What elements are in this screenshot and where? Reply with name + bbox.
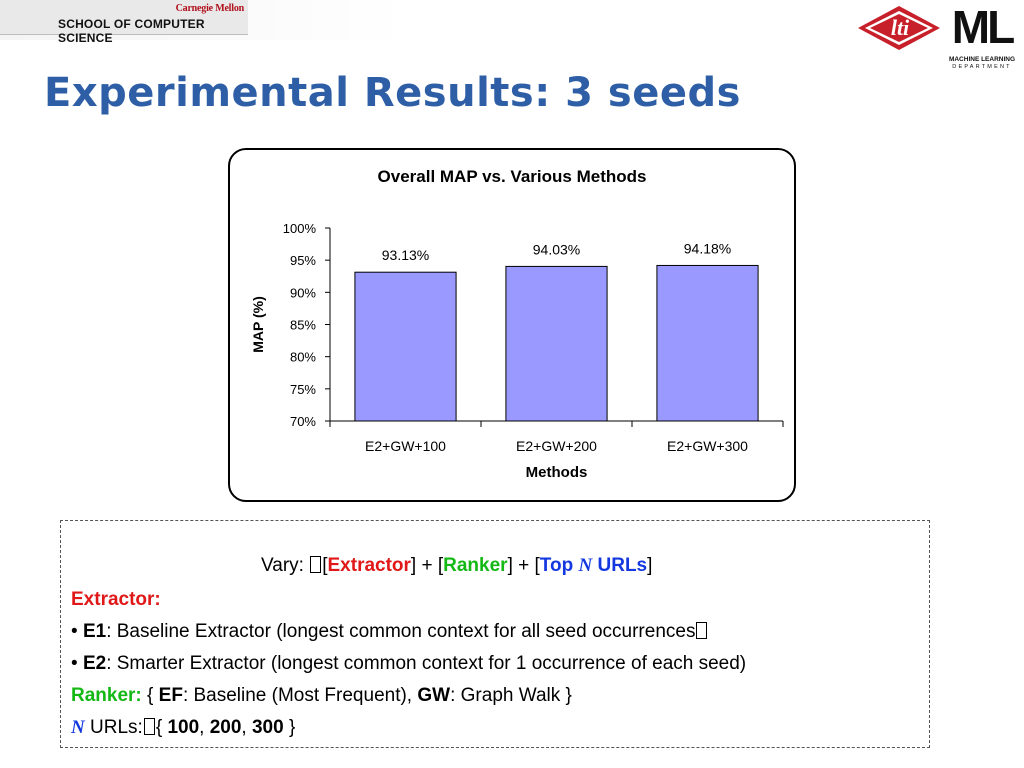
y-tick-label: 90%: [290, 285, 316, 300]
vary-mid2: ] + [: [507, 555, 540, 576]
bar-value-label: 94.03%: [533, 241, 580, 257]
y-axis-label: MAP (%): [250, 296, 266, 353]
e1-text: : Baseline Extractor (longest common con…: [106, 621, 696, 642]
urls-sep2: ,: [241, 717, 252, 738]
gw-text: : Graph Walk }: [450, 685, 572, 706]
e2-label: E2: [82, 653, 107, 674]
y-tick-label: 75%: [290, 382, 316, 397]
bar: [656, 264, 759, 422]
y-tick-label: 100%: [283, 221, 317, 236]
url-300: 300: [251, 717, 284, 738]
bar: [505, 265, 608, 422]
gw-label: GW: [417, 685, 451, 706]
chart-frame: Overall MAP vs. Various Methods 70% 75% 80%…: [228, 148, 796, 502]
cmu-name: Carnegie Mellon: [175, 3, 245, 14]
bar-value-label: 93.13%: [382, 247, 429, 263]
y-tick-label: 80%: [290, 350, 316, 365]
ml-logo-department: DEPARTMENT: [952, 64, 1012, 70]
e2-bullet: •: [71, 653, 83, 674]
y-tick-label: 95%: [290, 253, 316, 268]
ranker-line: Ranker: { EF: Baseline (Most Frequent), …: [71, 685, 572, 707]
vary-n: N: [578, 555, 593, 576]
e2-line: • E2: Smarter Extractor (longest common …: [71, 653, 746, 675]
school-name: SCHOOL OF COMPUTER SCIENCE: [58, 17, 205, 45]
urls-line: N URLs: { 100, 200, 300 }: [71, 717, 295, 739]
bar-value-label: 94.18%: [684, 240, 731, 256]
vary-top: Top: [539, 555, 574, 576]
urls-n: N: [71, 717, 85, 738]
bar-chart: Overall MAP vs. Various Methods 70% 75% 80%…: [250, 167, 784, 481]
missing-glyph-icon: [310, 556, 322, 573]
ranker-heading: Ranker:: [71, 685, 142, 706]
lti-logo-text: lti: [891, 15, 910, 40]
vary-bracket-open: [: [322, 555, 328, 576]
x-tick-label: E2+GW+100: [365, 438, 446, 454]
missing-glyph-icon: [696, 622, 708, 639]
e1-label: E1: [82, 621, 107, 642]
ranker-open: {: [141, 685, 159, 706]
vary-line: Vary: [Extractor] + [Ranker] + [Top N UR…: [261, 555, 652, 577]
urls-sep1: ,: [199, 717, 210, 738]
ef-label: EF: [158, 685, 183, 706]
cmu-header: Carnegie Mellon SCHOOL OF COMPUTER SCIEN…: [0, 0, 248, 45]
vary-urls: URLs: [597, 555, 648, 576]
vary-mid1: ] + [: [410, 555, 444, 576]
url-100: 100: [167, 717, 200, 738]
bar: [354, 271, 457, 422]
vary-extractor: Extractor: [327, 555, 411, 576]
x-tick-label: E2+GW+300: [667, 438, 748, 454]
ml-logo-text: ML: [951, 1, 1015, 53]
urls-text: URLs:: [84, 717, 143, 738]
ef-text: : Baseline (Most Frequent),: [182, 685, 418, 706]
x-tick-label: E2+GW+200: [516, 438, 597, 454]
info-box: Vary: [Extractor] + [Ranker] + [Top N UR…: [60, 520, 930, 748]
e2-text: : Smarter Extractor (longest common cont…: [106, 653, 747, 674]
chart-title: Overall MAP vs. Various Methods: [378, 167, 647, 186]
ml-logo: ML MACHINE LEARNING DEPARTMENT: [946, 2, 1018, 72]
url-200: 200: [209, 717, 242, 738]
missing-glyph-icon: [143, 718, 155, 735]
urls-close: }: [283, 717, 296, 738]
urls-open: {: [155, 717, 168, 738]
e1-bullet: •: [71, 621, 83, 642]
y-tick-label: 70%: [290, 414, 316, 429]
ml-logo-subtitle: MACHINE LEARNING: [948, 56, 1016, 63]
e1-line: • E1: Baseline Extractor (longest common…: [71, 621, 708, 643]
lti-logo: lti: [858, 6, 940, 50]
vary-prefix: Vary:: [261, 555, 310, 576]
x-axis-label: Methods: [526, 464, 588, 481]
slide-title: Experimental Results: 3 seeds: [44, 70, 741, 116]
vary-close: ]: [647, 555, 653, 576]
vary-ranker: Ranker: [443, 555, 508, 576]
extractor-heading: Extractor:: [71, 589, 161, 610]
y-tick-label: 85%: [290, 318, 316, 333]
